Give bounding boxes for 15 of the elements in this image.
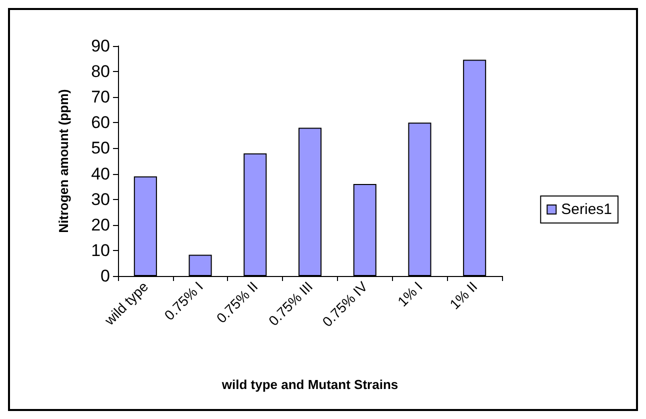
y-tick-label: 90 — [91, 36, 110, 56]
x-tick-label: 1% II — [446, 278, 480, 312]
x-axis-title: wild type and Mutant Strains — [220, 377, 398, 392]
y-tick-label: 0 — [100, 266, 110, 286]
x-tick-label: 1% I — [394, 278, 426, 310]
y-tick-label: 70 — [91, 88, 110, 107]
y-tick-label: 60 — [91, 113, 110, 132]
y-tick-label: 30 — [91, 190, 110, 209]
y-tick-label: 40 — [91, 164, 110, 184]
y-tick-label: 80 — [91, 62, 110, 82]
y-tick-label: 10 — [91, 240, 110, 260]
legend-label: Series1 — [561, 201, 612, 218]
y-tick-label: 50 — [91, 138, 110, 158]
y-tick-label: 20 — [91, 215, 110, 234]
y-axis-title: Nitrogen amount (ppm) — [56, 89, 71, 233]
